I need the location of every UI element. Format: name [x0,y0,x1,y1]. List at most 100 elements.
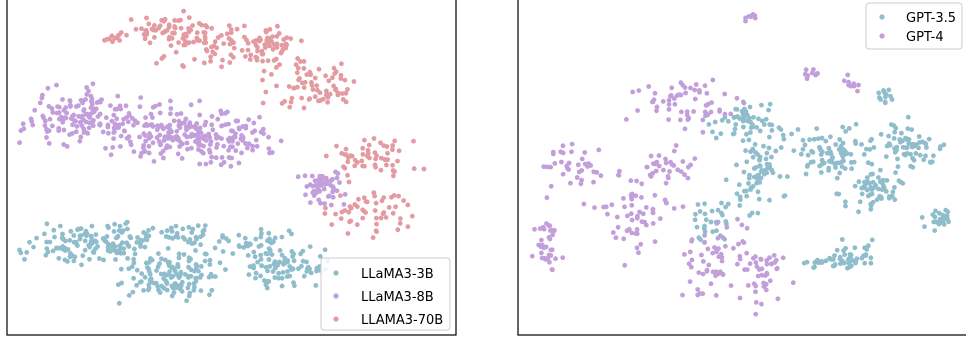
scatter-point-llama3-3b [126,293,132,298]
scatter-point-gpt-4 [621,236,627,242]
scatter-point-llama3-8b [246,117,252,122]
scatter-point-llama3-3b [173,285,179,291]
scatter-point-gpt-3-5 [861,152,867,157]
scatter-point-llama3-8b [56,125,62,131]
scatter-point-gpt-4 [747,261,753,267]
scatter-point-gpt-3-5 [836,160,842,166]
scatter-point-llama3-70b [152,35,157,40]
scatter-point-gpt-4 [851,81,857,87]
scatter-point-llama3-8b [97,122,103,128]
scatter-point-gpt-4 [560,150,566,156]
scatter-point-llama3-3b [128,235,134,241]
scatter-point-gpt-3-5 [841,158,846,164]
scatter-point-llama3-3b [255,259,260,265]
scatter-point-llama3-70b [360,152,366,157]
scatter-point-gpt-4 [666,97,672,103]
scatter-point-llama3-8b [266,134,271,140]
scatter-point-gpt-4 [639,181,645,187]
scatter-point-gpt-3-5 [863,252,869,257]
scatter-point-gpt-4 [712,245,717,250]
scatter-point-llama3-8b [266,146,272,152]
scatter-point-gpt-4 [582,161,588,167]
scatter-point-gpt-3-5 [843,245,848,251]
scatter-point-llama3-70b [293,62,299,68]
scatter-point-llama3-8b [46,141,52,146]
scatter-point-llama3-8b [188,102,194,108]
scatter-point-llama3-8b [64,144,70,149]
scatter-point-gpt-4 [700,129,706,135]
scatter-point-llama3-70b [172,24,178,29]
scatter-point-gpt-3-5 [843,129,848,134]
scatter-point-gpt-3-5 [769,127,775,133]
scatter-point-llama3-3b [184,298,190,304]
scatter-point-llama3-70b [331,83,336,89]
scatter-point-llama3-8b [132,118,138,124]
scatter-point-gpt-3-5 [843,199,848,205]
scatter-point-gpt-4 [559,159,564,165]
scatter-point-llama3-3b [120,228,126,234]
scatter-point-llama3-70b [349,153,355,159]
scatter-point-llama3-70b [334,143,339,149]
scatter-point-gpt-3-5 [893,170,898,176]
scatter-point-llama3-3b [258,252,264,258]
scatter-point-llama3-70b [180,36,186,41]
scatter-point-llama3-8b [90,81,96,87]
scatter-point-llama3-70b [371,190,377,196]
scatter-point-llama3-3b [265,268,270,274]
scatter-point-llama3-70b [351,79,357,84]
scatter-point-gpt-3-5 [834,175,840,181]
scatter-point-gpt-4 [648,153,654,159]
scatter-point-llama3-70b [154,60,159,66]
scatter-point-llama3-3b [91,249,96,255]
scatter-point-llama3-3b [284,274,290,279]
scatter-point-llama3-8b [219,123,225,129]
scatter-point-gpt-3-5 [886,133,891,139]
scatter-point-gpt-4 [667,169,672,174]
scatter-point-gpt-4 [633,193,639,199]
scatter-point-gpt-3-5 [696,235,702,241]
scatter-point-llama3-3b [154,268,159,273]
scatter-point-llama3-70b [159,56,165,61]
scatter-point-llama3-70b [373,228,379,234]
scatter-point-llama3-8b [176,118,182,124]
scatter-point-llama3-3b [263,264,269,270]
scatter-point-llama3-3b [34,235,39,241]
scatter-point-llama3-3b [118,266,124,272]
scatter-point-llama3-3b [161,285,167,291]
scatter-point-llama3-3b [145,265,150,270]
scatter-point-gpt-3-5 [821,160,827,166]
scatter-point-gpt-4 [592,205,597,211]
scatter-point-llama3-3b [88,239,94,244]
scatter-point-llama3-70b [178,17,183,23]
scatter-point-gpt-4 [715,235,721,241]
scatter-point-gpt-4 [529,253,535,259]
scatter-point-llama3-8b [84,85,90,90]
scatter-point-llama3-8b [207,135,213,140]
scatter-point-gpt-3-5 [869,161,875,167]
scatter-point-gpt-4 [736,241,741,247]
scatter-point-llama3-70b [262,45,268,50]
scatter-point-llama3-8b [233,118,239,124]
scatter-point-llama3-3b [181,252,187,257]
scatter-point-llama3-8b [103,115,109,121]
scatter-point-llama3-3b [322,247,328,253]
scatter-point-gpt-4 [671,206,677,211]
scatter-point-gpt-3-5 [795,127,801,132]
scatter-point-gpt-3-5 [874,197,880,203]
scatter-point-gpt-4 [676,92,682,97]
scatter-point-gpt-4 [550,232,555,238]
scatter-point-gpt-4 [771,253,777,258]
scatter-point-gpt-3-5 [767,197,772,203]
scatter-point-gpt-3-5 [723,177,729,183]
scatter-point-gpt-3-5 [868,260,874,266]
scatter-point-gpt-3-5 [919,139,925,145]
legend-marker-gpt-3-5 [879,14,885,20]
scatter-point-gpt-3-5 [750,146,756,152]
scatter-point-gpt-3-5 [703,217,709,223]
scatter-point-llama3-3b [296,266,301,272]
scatter-panel-gpt: GPT-3.5 GPT-4 [517,0,966,336]
scatter-point-gpt-3-5 [851,159,857,165]
scatter-point-gpt-4 [682,252,687,257]
scatter-point-llama3-8b [141,143,147,148]
scatter-point-gpt-3-5 [867,180,872,186]
